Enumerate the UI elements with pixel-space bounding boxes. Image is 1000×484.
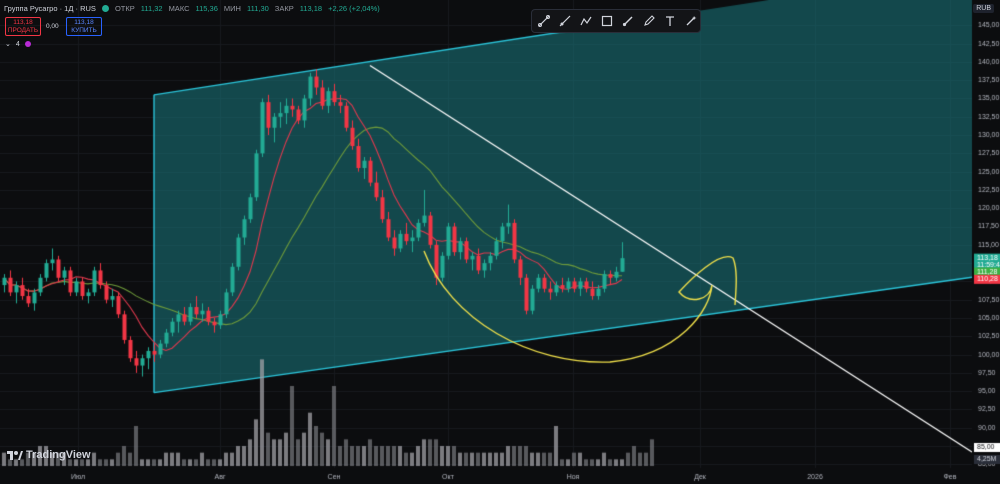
sell-button[interactable]: 113,18 ПРОДАТЬ (5, 17, 41, 36)
chevron-down-icon: ⌄ (5, 41, 11, 48)
sell-price: 113,18 (13, 18, 33, 26)
drawing-toolbar (531, 9, 701, 33)
sell-label: ПРОДАТЬ (7, 26, 39, 34)
high-value: 115,36 (195, 4, 218, 13)
spread-value: 0,00 (46, 23, 59, 30)
close-value: 113,18 (299, 4, 323, 13)
path-icon[interactable] (578, 13, 594, 29)
chart-header: Группа Русагро · 1Д · RUS ОТКР 111,32 МАК… (4, 4, 380, 13)
logo-text: TradingView (26, 449, 91, 461)
trendline-icon[interactable] (536, 13, 552, 29)
close-label: ЗАКР (274, 4, 294, 13)
rectangle-icon[interactable] (599, 13, 615, 29)
pencil-icon[interactable] (641, 13, 657, 29)
indicators-toggle[interactable]: ⌄ 4 (5, 40, 31, 48)
market-status-icon (101, 5, 109, 12)
tradingview-logo-icon (7, 451, 23, 460)
open-label: ОТКР (114, 4, 135, 13)
buy-button[interactable]: 113,18 КУПИТЬ (66, 17, 102, 36)
symbol-title[interactable]: Группа Русагро · 1Д · RUS (4, 4, 96, 13)
change-value: +2,26 (+2,04%) (328, 4, 380, 13)
open-value: 111,32 (140, 4, 163, 13)
low-label: МИН (223, 4, 241, 13)
magic-icon[interactable] (683, 13, 699, 29)
buy-price: 113,18 (74, 18, 94, 26)
tradingview-logo: TradingView (7, 449, 91, 461)
text-icon[interactable] (662, 13, 678, 29)
indicator-dot-icon (24, 41, 31, 47)
ray-icon[interactable] (557, 13, 573, 29)
high-label: МАКС (168, 4, 190, 13)
indicators-count: 4 (15, 40, 20, 48)
currency-label: RUB (973, 4, 994, 13)
low-value: 111,30 (246, 4, 269, 13)
buy-label: КУПИТЬ (71, 26, 97, 34)
brush-icon[interactable] (620, 13, 636, 29)
